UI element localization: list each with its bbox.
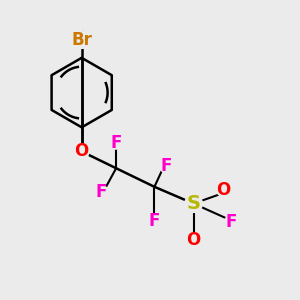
Text: Br: Br	[71, 31, 92, 49]
Circle shape	[95, 185, 108, 198]
Text: F: F	[110, 134, 122, 152]
Circle shape	[110, 136, 123, 149]
Text: F: F	[225, 213, 237, 231]
Circle shape	[185, 195, 203, 212]
Text: O: O	[75, 142, 89, 160]
Circle shape	[187, 233, 200, 246]
Text: F: F	[149, 212, 160, 230]
Circle shape	[148, 215, 161, 228]
Circle shape	[73, 31, 91, 48]
Text: F: F	[96, 183, 107, 201]
Text: O: O	[187, 231, 201, 249]
Circle shape	[74, 144, 89, 159]
Circle shape	[224, 216, 238, 229]
Circle shape	[217, 183, 230, 196]
Text: O: O	[216, 181, 230, 199]
Circle shape	[160, 160, 173, 173]
Text: S: S	[187, 194, 201, 213]
Text: F: F	[160, 157, 172, 175]
